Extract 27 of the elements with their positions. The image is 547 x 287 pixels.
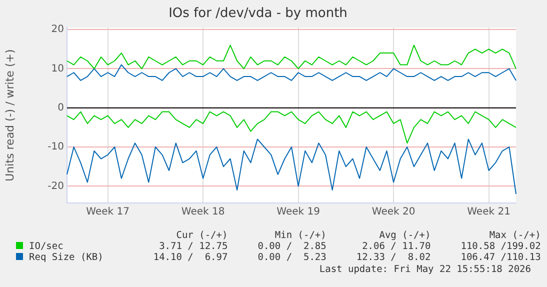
text: 110.58 /199.02: [460, 241, 541, 252]
x-tick-label: Week 17: [86, 206, 130, 218]
chart-title: IOs for /dev/vda - by month: [168, 6, 348, 22]
text: Max (-/+): [488, 230, 541, 241]
legend-label: Req Size (KB): [28, 252, 104, 263]
y-tick-label: 20: [51, 24, 64, 36]
text: Avg (-/+): [378, 230, 431, 241]
text: 3.71 / 12.75: [158, 241, 228, 252]
y-tick-label: -10: [48, 142, 64, 153]
text: 14.10 / 6.97: [152, 252, 228, 263]
y-axis-title: Units read (-) / write (+): [3, 49, 16, 182]
x-tick-label: Week 19: [276, 206, 320, 218]
legend-label: IO/sec: [28, 241, 64, 252]
text: Min (-/+): [274, 230, 326, 241]
text: 106.47 /110.13: [460, 252, 541, 263]
text: 12.33 / 8.02: [355, 252, 431, 263]
text: Last update: Fri May 22 15:55:18 2026: [319, 264, 531, 275]
y-tick-label: 10: [51, 63, 64, 74]
x-tick-label: Week 21: [467, 206, 510, 218]
text: 0.00 / 5.23: [256, 252, 326, 263]
text: 0.00 / 2.85: [256, 241, 326, 252]
text: 2.06 / 11.70: [361, 241, 431, 252]
text: Cur (-/+): [175, 230, 228, 241]
y-tick-label: 0: [58, 102, 64, 114]
x-tick-label: Week 20: [372, 206, 416, 218]
x-tick-label: Week 18: [181, 206, 225, 218]
y-tick-label: -20: [48, 180, 64, 192]
